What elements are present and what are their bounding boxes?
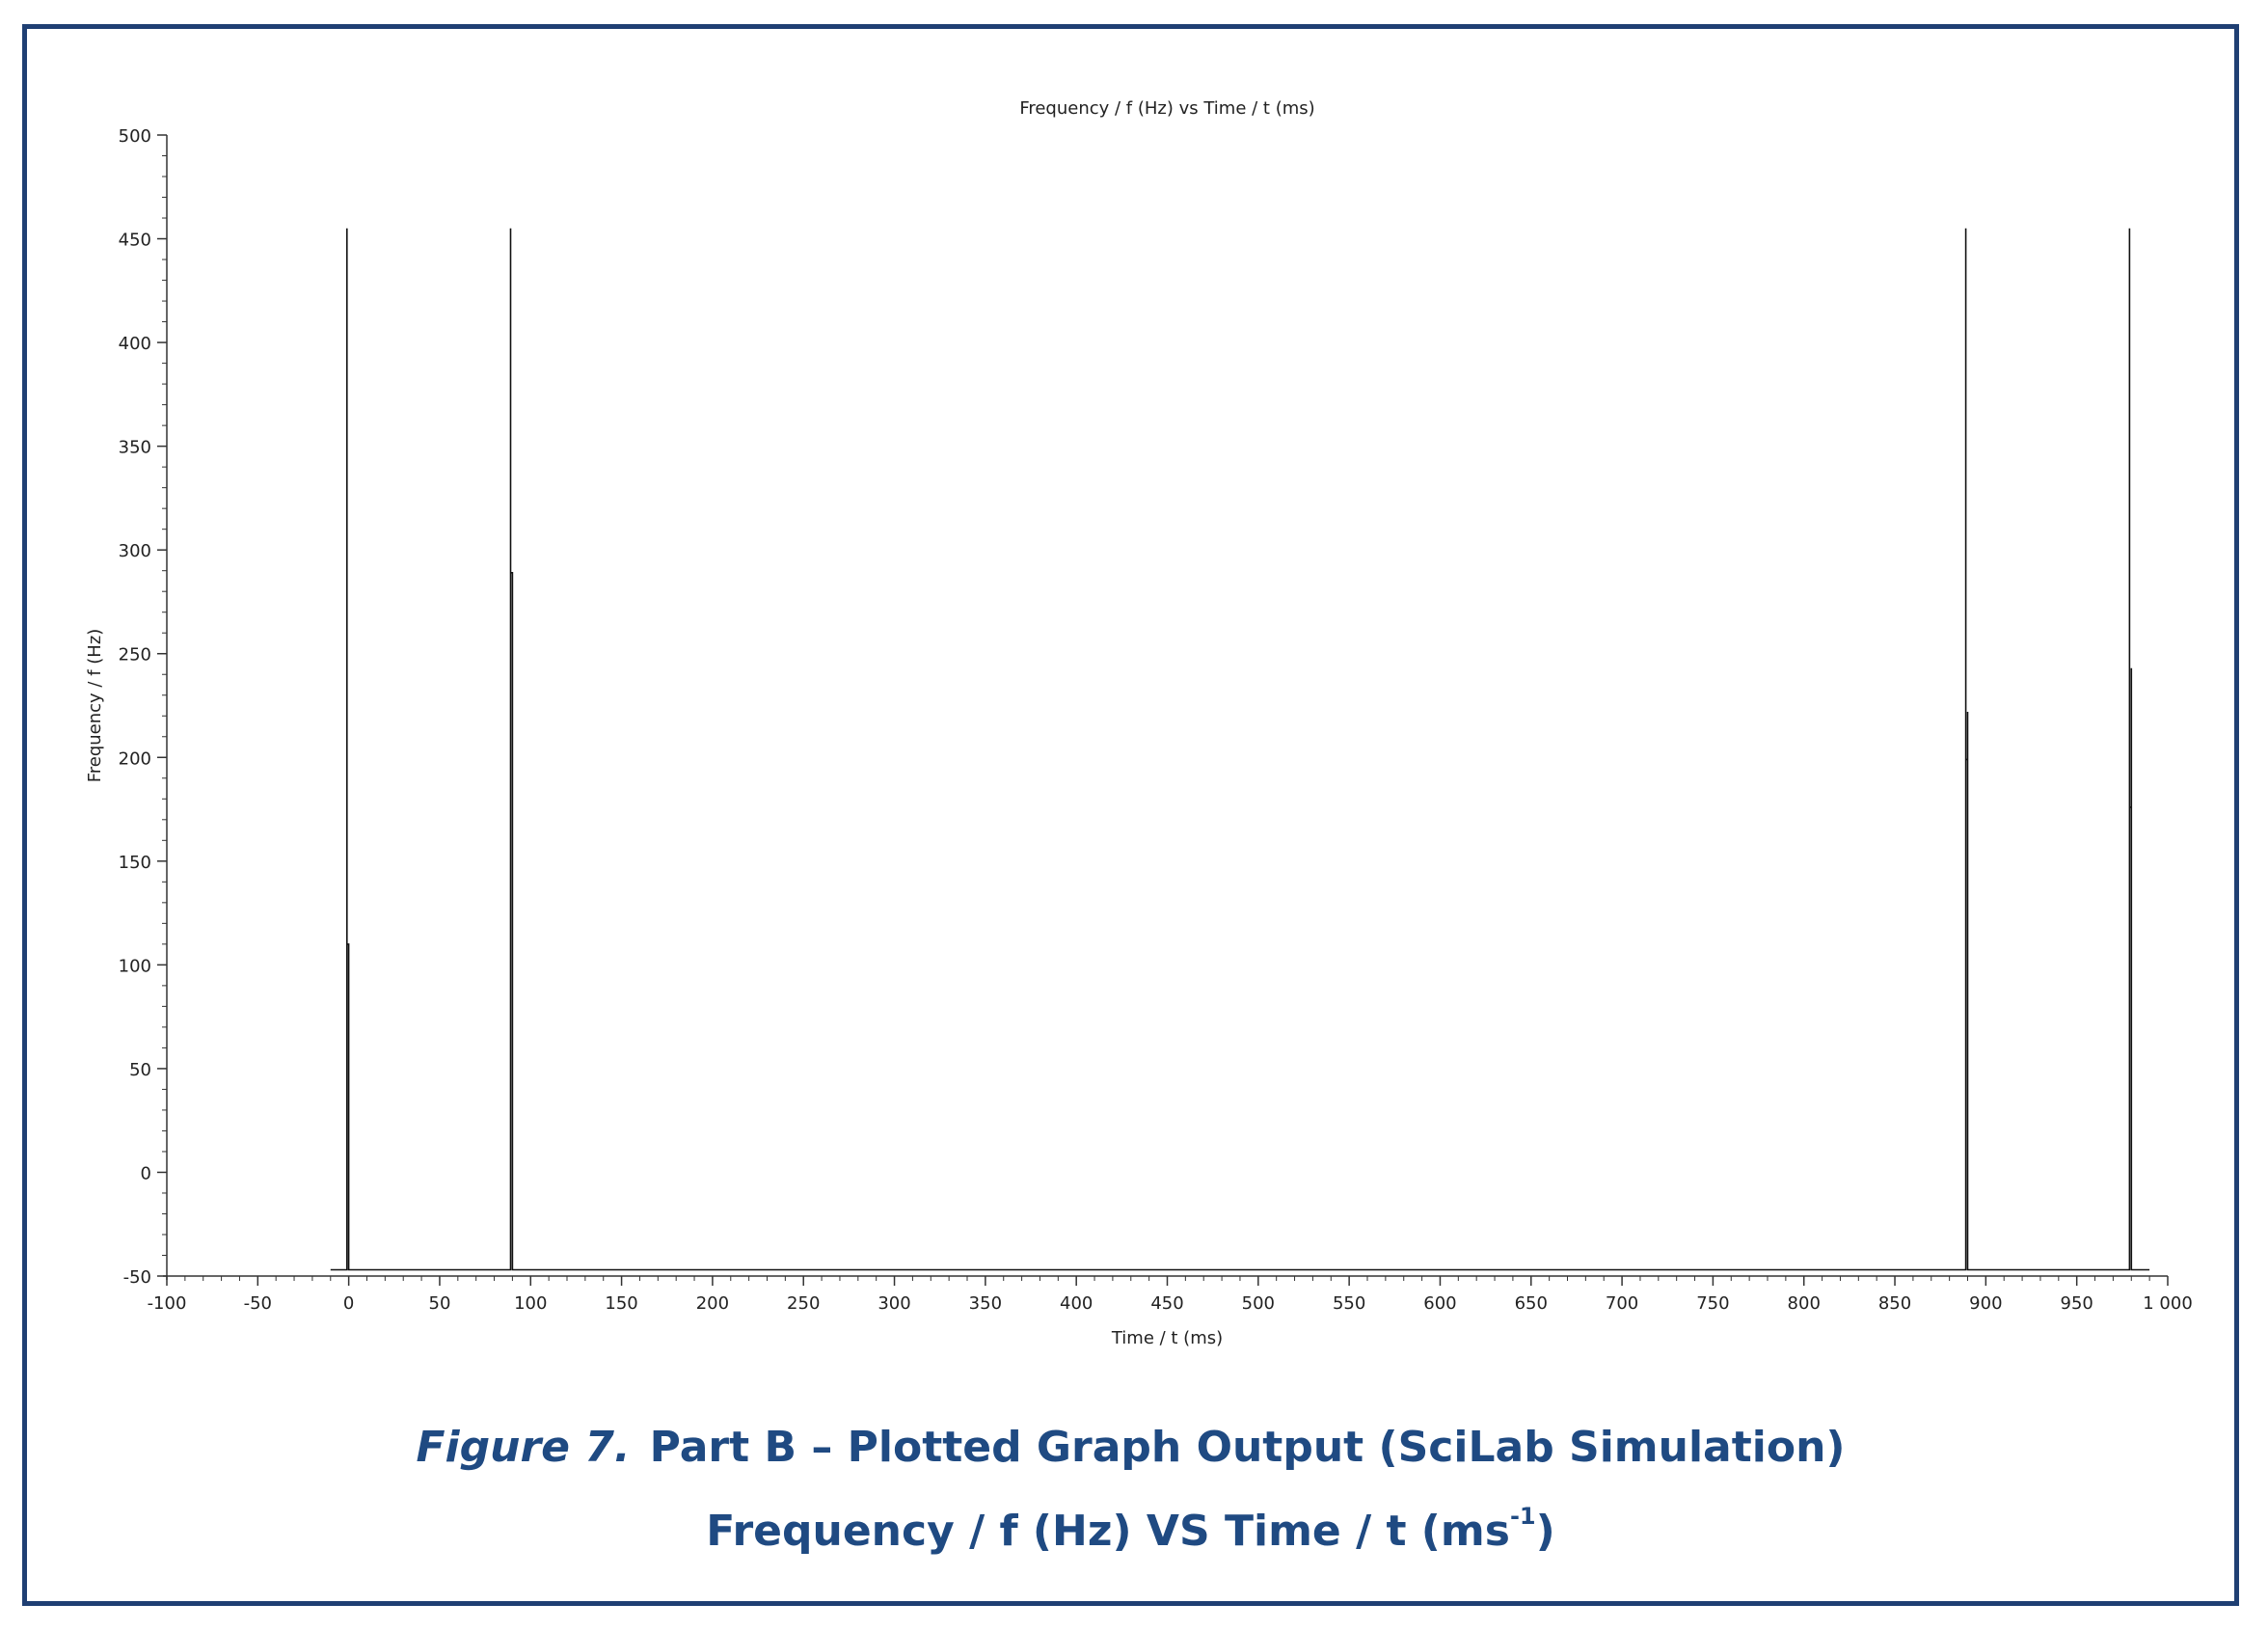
y-tick-label: 450 — [119, 231, 151, 251]
x-tick-label: 900 — [1969, 1293, 2002, 1314]
figure-caption-line2: Frequency / f (Hz) VS Time / t (ms-1) — [22, 1505, 2239, 1556]
x-tick-label: 500 — [1242, 1293, 1275, 1314]
figure-caption-line1: Figure 7. Part B – Plotted Graph Output (… — [22, 1427, 2239, 1469]
y-tick-label: -50 — [123, 1267, 151, 1288]
caption-line2-end: ) — [1535, 1507, 1555, 1556]
y-tick-label: 200 — [119, 748, 151, 769]
x-tick-label: 600 — [1423, 1293, 1456, 1314]
x-tick-label: 750 — [1696, 1293, 1729, 1314]
y-tick-label: 150 — [119, 853, 151, 873]
figure-label: Figure 7. — [416, 1423, 631, 1472]
series-line — [330, 228, 2150, 1271]
y-tick-label: 300 — [119, 541, 151, 561]
x-tick-label: -100 — [148, 1293, 187, 1314]
y-tick-label: 500 — [119, 126, 151, 147]
x-tick-label: 850 — [1878, 1293, 1911, 1314]
caption-line2-main: Frequency / f (Hz) VS Time / t (ms — [706, 1507, 1510, 1556]
y-tick-label: 400 — [119, 334, 151, 354]
caption-line2-superscript: -1 — [1509, 1503, 1536, 1530]
x-tick-label: 350 — [969, 1293, 1002, 1314]
y-tick-label: 250 — [119, 645, 151, 666]
x-tick-label: 0 — [343, 1293, 354, 1314]
figure-frame — [22, 24, 2239, 1606]
x-tick-label: 50 — [429, 1293, 451, 1314]
y-tick-label: 0 — [141, 1163, 151, 1183]
x-tick-label: 450 — [1150, 1293, 1183, 1314]
x-tick-label: 150 — [605, 1293, 637, 1314]
y-tick-label: 50 — [129, 1060, 151, 1080]
x-tick-label: 250 — [787, 1293, 820, 1314]
x-axis-label: Time / t (ms) — [1111, 1328, 1223, 1348]
x-tick-label: 700 — [1606, 1293, 1638, 1314]
x-tick-label: -50 — [244, 1293, 272, 1314]
x-tick-label: 100 — [514, 1293, 547, 1314]
x-tick-label: 550 — [1333, 1293, 1365, 1314]
y-axis-label: Frequency / f (Hz) — [85, 629, 105, 783]
x-tick-label: 1 000 — [2143, 1293, 2193, 1314]
x-tick-label: 800 — [1788, 1293, 1821, 1314]
x-tick-label: 300 — [878, 1293, 910, 1314]
x-tick-label: 650 — [1515, 1293, 1548, 1314]
chart-title: Frequency / f (Hz) vs Time / t (ms) — [1019, 98, 1314, 119]
x-tick-label: 400 — [1060, 1293, 1093, 1314]
caption-text: Part B – Plotted Graph Output (SciLab Si… — [649, 1423, 1846, 1472]
y-tick-label: 100 — [119, 956, 151, 976]
x-tick-label: 200 — [696, 1293, 729, 1314]
x-tick-label: 950 — [2061, 1293, 2093, 1314]
y-tick-label: 350 — [119, 438, 151, 458]
